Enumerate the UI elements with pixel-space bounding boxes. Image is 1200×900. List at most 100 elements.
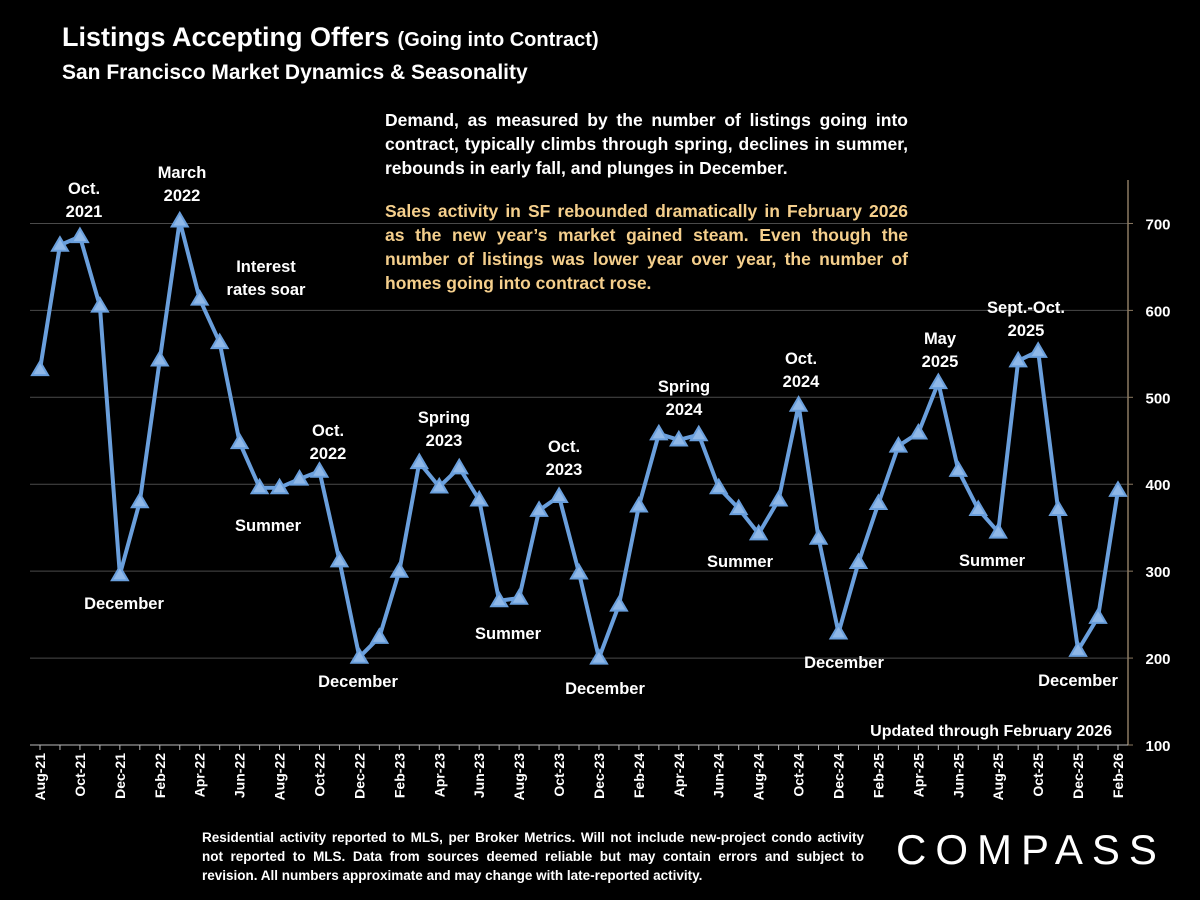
data-marker [1088, 607, 1108, 624]
data-marker [130, 491, 150, 509]
data-marker [708, 477, 729, 495]
x-tick-label: Oct-24 [791, 753, 807, 797]
x-tick-label: Oct-21 [72, 753, 88, 797]
x-tick-label: Jun-25 [950, 753, 966, 798]
annotation-line: Summer [707, 553, 774, 571]
x-tick-label: Apr-22 [192, 753, 208, 798]
x-tick-label: Oct-25 [1030, 753, 1046, 797]
annotation: Oct. 2023 [546, 438, 583, 479]
annotation-line: December [84, 595, 164, 613]
annotation: March 2022 [158, 164, 207, 205]
title-suffix: (Going into Contract) [398, 29, 599, 51]
data-marker [768, 489, 789, 507]
annotation-line: rates soar [227, 281, 306, 299]
annotation: Spring 2024 [658, 378, 710, 419]
annotation-line: Summer [235, 517, 302, 535]
annotation-line: March [158, 164, 207, 182]
x-tick-label: Oct-22 [311, 753, 327, 797]
y-tick-label: 700 [1145, 216, 1170, 233]
data-marker [928, 372, 949, 390]
data-marker [669, 429, 689, 447]
data-marker [309, 461, 330, 478]
x-tick-label: Feb-23 [391, 753, 407, 798]
data-marker [389, 561, 410, 578]
chart-subtitle: San Francisco Market Dynamics & Seasonal… [62, 61, 528, 84]
title-main: Listings Accepting Offers [62, 22, 390, 52]
annotation: Summer [959, 552, 1026, 570]
annotation: December [318, 673, 398, 691]
annotation: Summer [475, 625, 542, 643]
data-marker [629, 495, 649, 513]
annotation: Spring 2023 [418, 409, 470, 450]
annotation-line: 2022 [310, 445, 347, 463]
description: Demand, as measured by the number of lis… [385, 108, 908, 314]
data-marker [728, 498, 749, 516]
update-note: Updated through February 2026 [870, 723, 1112, 740]
annotation: Sept.-Oct. 2025 [987, 299, 1065, 340]
annotation-line: May [924, 330, 957, 348]
description-text: Demand, as measured by the number of lis… [385, 110, 908, 178]
annotation-line: 2023 [426, 432, 463, 450]
x-tick-label: Apr-25 [910, 753, 926, 798]
data-marker [529, 500, 549, 517]
annotation: Oct. 2022 [310, 422, 347, 463]
x-tick-label: Jun-24 [711, 753, 727, 798]
data-marker [349, 647, 370, 664]
x-tick-label: Feb-25 [870, 753, 886, 798]
data-marker [209, 332, 230, 350]
data-marker [868, 493, 889, 510]
annotation: December [565, 680, 645, 698]
data-marker [50, 235, 70, 252]
annotation-line: December [318, 673, 398, 691]
data-marker [1008, 350, 1028, 368]
data-marker [369, 627, 390, 644]
x-tick-label: Jun-23 [471, 753, 487, 798]
annotation: Summer [235, 517, 302, 535]
data-marker [150, 349, 170, 367]
x-tick-label: Aug-22 [272, 753, 288, 801]
x-tick-label: Feb-26 [1110, 753, 1126, 798]
chart-title: Listings Accepting Offers (Going into Con… [62, 22, 599, 52]
footnote: Residential activity reported to MLS, pe… [202, 830, 864, 883]
data-marker [808, 528, 829, 545]
data-marker [609, 595, 629, 612]
x-tick-label: Feb-24 [631, 753, 647, 798]
data-marker [788, 395, 809, 412]
x-tick-label: Dec-24 [831, 753, 847, 799]
data-marker [848, 552, 869, 570]
data-marker [509, 588, 529, 605]
data-marker [90, 296, 110, 313]
annotation: Summer [707, 553, 774, 571]
y-tick-label: 500 [1145, 390, 1170, 407]
annotation-line: 2022 [164, 187, 201, 205]
annotation-line: Oct. [312, 422, 344, 440]
data-marker [249, 477, 270, 495]
annotation-line: 2024 [666, 401, 704, 419]
y-tick-label: 300 [1145, 564, 1170, 581]
data-marker [449, 457, 469, 475]
logo: COMPASS [896, 826, 1166, 873]
data-marker [229, 432, 250, 450]
data-marker [569, 562, 589, 580]
annotation: May 2025 [922, 330, 959, 371]
data-marker [329, 550, 350, 568]
data-marker [409, 452, 430, 470]
data-marker [908, 422, 929, 440]
annotation: Oct. 2021 [66, 180, 103, 221]
annotation: December [804, 654, 884, 672]
x-tick-label: Dec-22 [351, 753, 367, 799]
annotation-line: December [804, 654, 884, 672]
annotation-line: Oct. [785, 350, 817, 368]
y-tick-label: 100 [1145, 738, 1170, 755]
data-marker [70, 226, 90, 244]
data-marker [988, 522, 1008, 539]
data-marker [888, 436, 909, 453]
data-marker [429, 476, 450, 494]
data-marker [189, 289, 210, 306]
x-tick-label: Aug-21 [32, 753, 48, 801]
data-marker [1028, 341, 1048, 358]
x-tick-label: Apr-23 [431, 753, 447, 798]
x-tick-label: Oct-23 [551, 753, 567, 797]
